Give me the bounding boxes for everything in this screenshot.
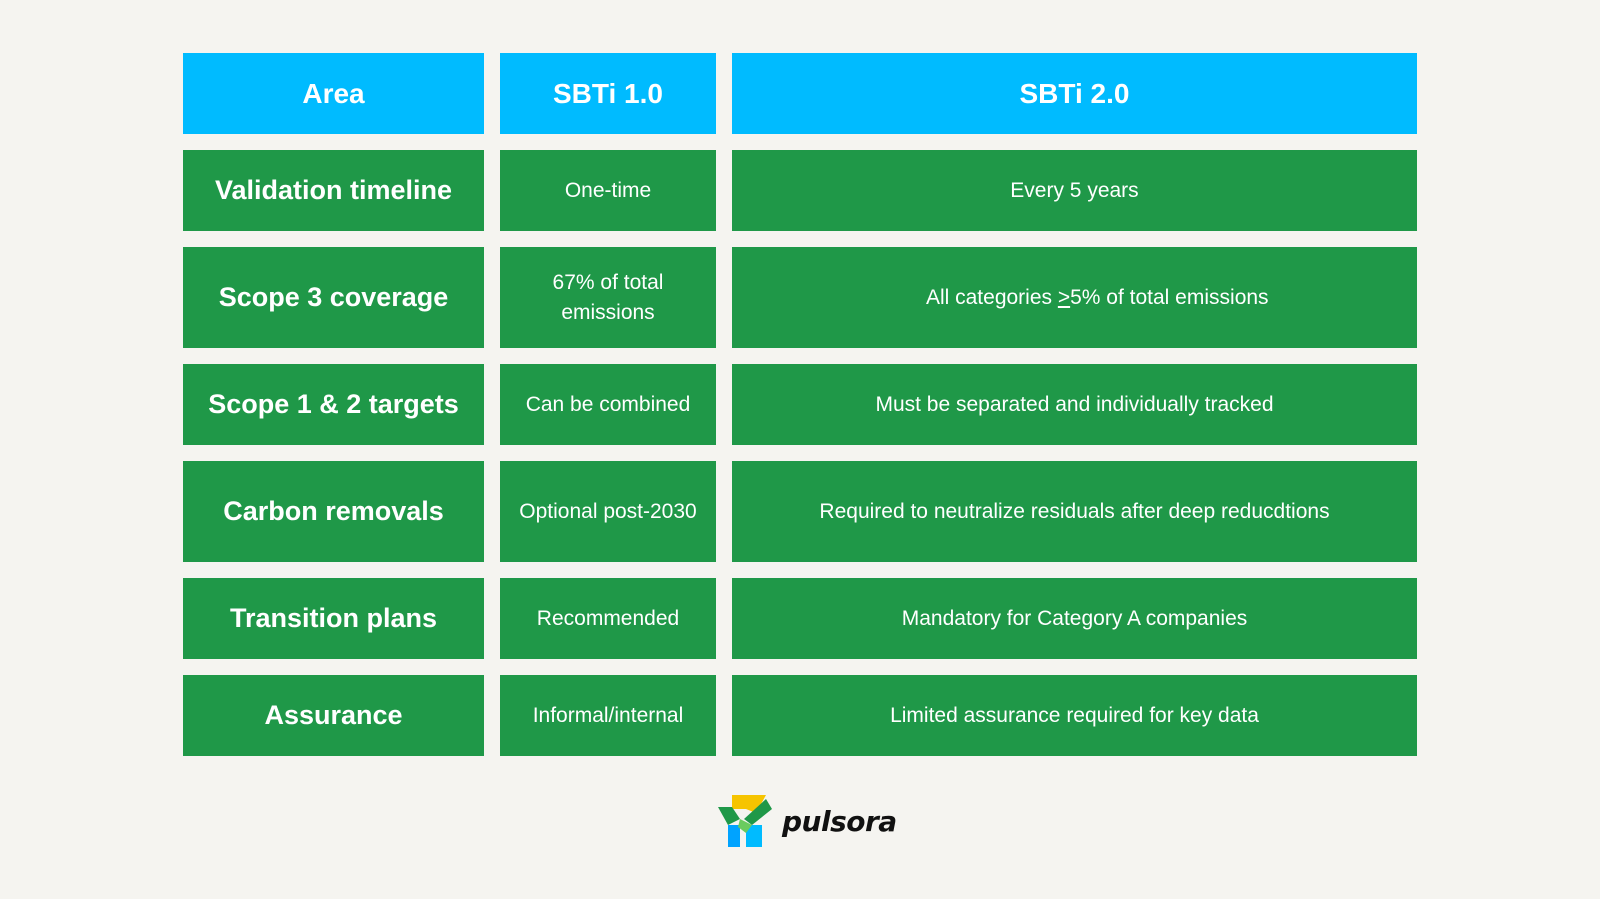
pulsora-logo: pulsora xyxy=(718,795,897,847)
table-row: Transition plans Recommended Mandatory f… xyxy=(183,578,1417,659)
table-header-row: Area SBTi 1.0 SBTi 2.0 xyxy=(183,53,1417,134)
sbti-2-text-prefix: All categories xyxy=(925,285,1058,309)
sbti-1-cell: 67% of total emissions xyxy=(500,247,716,348)
sbti-1-cell: Can be combined xyxy=(500,364,716,445)
sbti-2-text-suffix: 5% of total emissions xyxy=(1070,285,1269,309)
sbti-2-cell: Limited assurance required for key data xyxy=(732,675,1417,756)
pulsora-logo-icon xyxy=(718,795,772,847)
header-sbti-1: SBTi 1.0 xyxy=(500,53,716,134)
table-row: Assurance Informal/internal Limited assu… xyxy=(183,675,1417,756)
sbti-2-cell: Mandatory for Category A companies xyxy=(732,578,1417,659)
sbti-1-cell: One-time xyxy=(500,150,716,231)
area-cell: Transition plans xyxy=(183,578,484,659)
table-row: Scope 1 & 2 targets Can be combined Must… xyxy=(183,364,1417,445)
sbti-2-cell: Required to neutralize residuals after d… xyxy=(732,461,1417,562)
greater-equal-symbol: > xyxy=(1057,285,1071,309)
area-cell: Scope 3 coverage xyxy=(183,247,484,348)
logo-wordmark: pulsora xyxy=(782,804,897,838)
area-cell: Scope 1 & 2 targets xyxy=(183,364,484,445)
sbti-2-cell: Every 5 years xyxy=(732,150,1417,231)
table-row: Scope 3 coverage 67% of total emissions … xyxy=(183,247,1417,348)
sbti-2-cell: Must be separated and individually track… xyxy=(732,364,1417,445)
sbti-1-cell: Optional post-2030 xyxy=(500,461,716,562)
comparison-table: Area SBTi 1.0 SBTi 2.0 Validation timeli… xyxy=(183,53,1417,772)
table-row: Carbon removals Optional post-2030 Requi… xyxy=(183,461,1417,562)
sbti-1-cell: Informal/internal xyxy=(500,675,716,756)
sbti-1-cell: Recommended xyxy=(500,578,716,659)
table-row: Validation timeline One-time Every 5 yea… xyxy=(183,150,1417,231)
header-area: Area xyxy=(183,53,484,134)
area-cell: Carbon removals xyxy=(183,461,484,562)
sbti-2-cell: All categories >5% of total emissions xyxy=(732,247,1417,348)
area-cell: Assurance xyxy=(183,675,484,756)
area-cell: Validation timeline xyxy=(183,150,484,231)
header-sbti-2: SBTi 2.0 xyxy=(732,53,1417,134)
